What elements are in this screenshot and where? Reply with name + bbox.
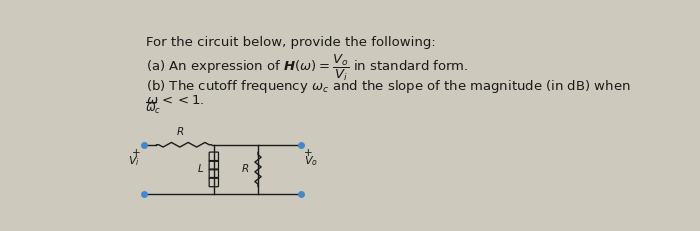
Text: For the circuit below, provide the following:: For the circuit below, provide the follo… [146,36,435,49]
Text: $\omega$: $\omega$ [146,94,158,107]
Text: R: R [241,164,248,174]
Text: R: R [177,127,184,137]
Text: $V_i$: $V_i$ [129,154,140,168]
Text: +: + [132,148,140,158]
Text: $V_o$: $V_o$ [304,154,318,168]
Text: $<< 1.$: $<< 1.$ [159,94,204,107]
Text: (a) An expression of $\boldsymbol{H}(\omega) = \dfrac{V_o}{V_i}$ in standard for: (a) An expression of $\boldsymbol{H}(\om… [146,53,468,83]
Text: L: L [197,164,203,174]
Text: +: + [304,148,312,158]
Text: $\omega_c$: $\omega_c$ [145,103,161,116]
Text: (b) The cutoff frequency $\omega_c$ and the slope of the magnitude (in dB) when: (b) The cutoff frequency $\omega_c$ and … [146,78,630,95]
